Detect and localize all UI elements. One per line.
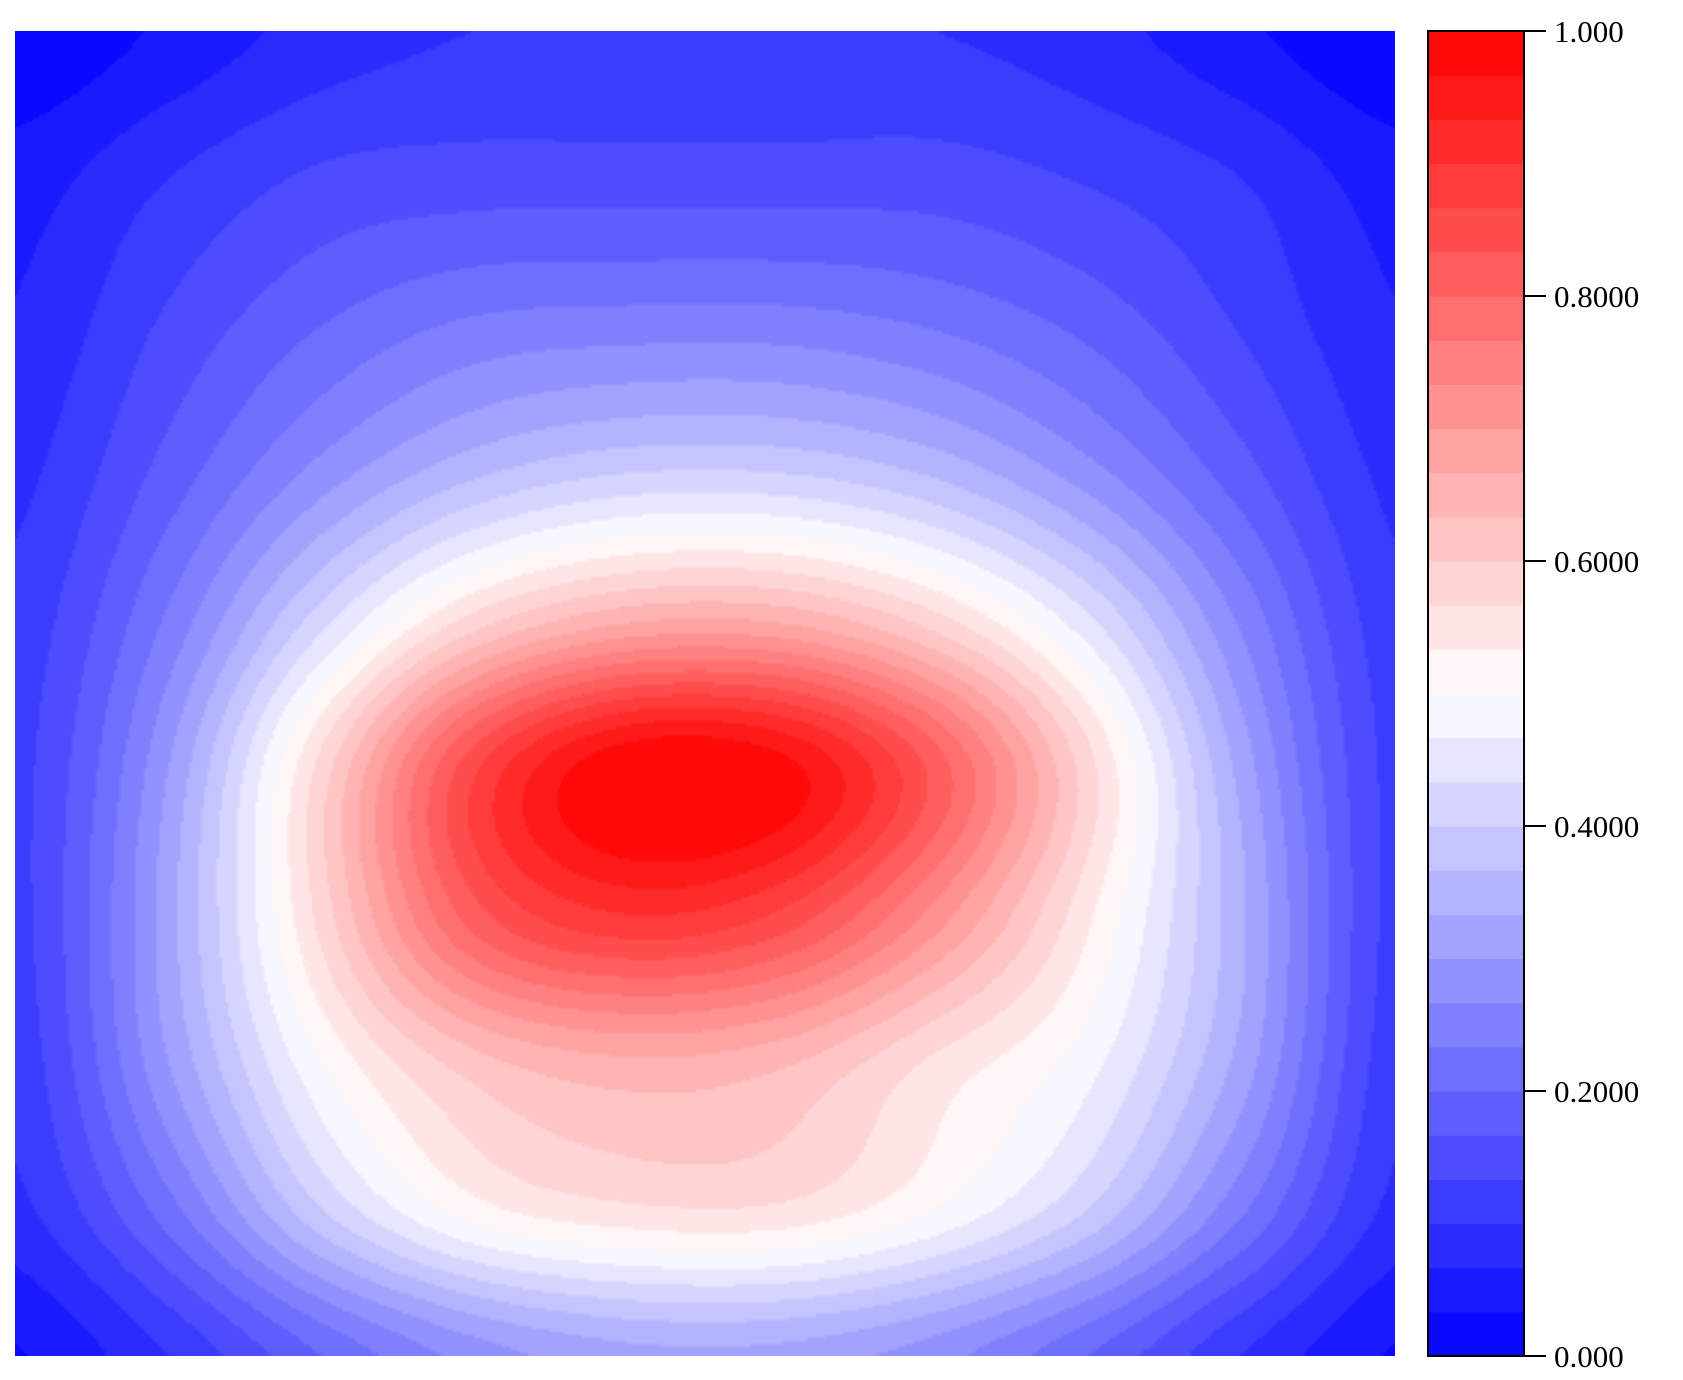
colorbar-band xyxy=(1428,472,1524,518)
colorbar-band xyxy=(1428,561,1524,606)
colorbar-band xyxy=(1428,958,1524,1004)
colorbar-band xyxy=(1428,384,1524,430)
colorbar-band xyxy=(1428,605,1524,650)
colorbar-tick-label: 0.2000 xyxy=(1554,1074,1639,1109)
colorbar-band xyxy=(1428,737,1524,783)
colorbar-band xyxy=(1428,826,1524,871)
colorbar-tick-label: 0.8000 xyxy=(1554,279,1639,314)
colorbar-band xyxy=(1428,1135,1524,1180)
colorbar-band xyxy=(1428,1267,1524,1313)
colorbar xyxy=(1428,31,1524,1357)
colorbar-band xyxy=(1428,340,1524,385)
colorbar-band xyxy=(1428,428,1524,474)
colorbar-band xyxy=(1428,296,1524,341)
colorbar-band xyxy=(1428,914,1524,960)
colorbar-tick-label: 1.000 xyxy=(1554,14,1624,49)
colorbar-frame xyxy=(1427,30,1525,1357)
colorbar-band xyxy=(1428,31,1524,76)
colorbar-band xyxy=(1428,870,1524,915)
colorbar-tick-label: 0.4000 xyxy=(1554,809,1639,844)
colorbar-tick-label: 0.6000 xyxy=(1554,544,1639,579)
colorbar-band xyxy=(1428,163,1524,209)
colorbar-band xyxy=(1428,693,1524,739)
colorbar-band xyxy=(1428,516,1524,562)
colorbar-band xyxy=(1428,649,1524,695)
colorbar-band xyxy=(1428,1311,1524,1357)
colorbar-tick-label: 0.000 xyxy=(1554,1339,1624,1374)
contour-field xyxy=(15,31,1395,1356)
colorbar-band xyxy=(1428,75,1524,120)
colorbar-band xyxy=(1428,1002,1524,1048)
colorbar-band xyxy=(1428,251,1524,297)
colorbar-band xyxy=(1428,1046,1524,1092)
colorbar-band xyxy=(1428,1091,1524,1136)
colorbar-axis: 0.000 0.2000 0.4000 0.6000 0.8000 1.000 xyxy=(1524,14,1639,1374)
colorbar-band xyxy=(1428,1223,1524,1269)
colorbar-band xyxy=(1428,1179,1524,1225)
colorbar-band xyxy=(1428,207,1524,253)
colorbar-band xyxy=(1428,781,1524,827)
colorbar-band xyxy=(1428,119,1524,165)
